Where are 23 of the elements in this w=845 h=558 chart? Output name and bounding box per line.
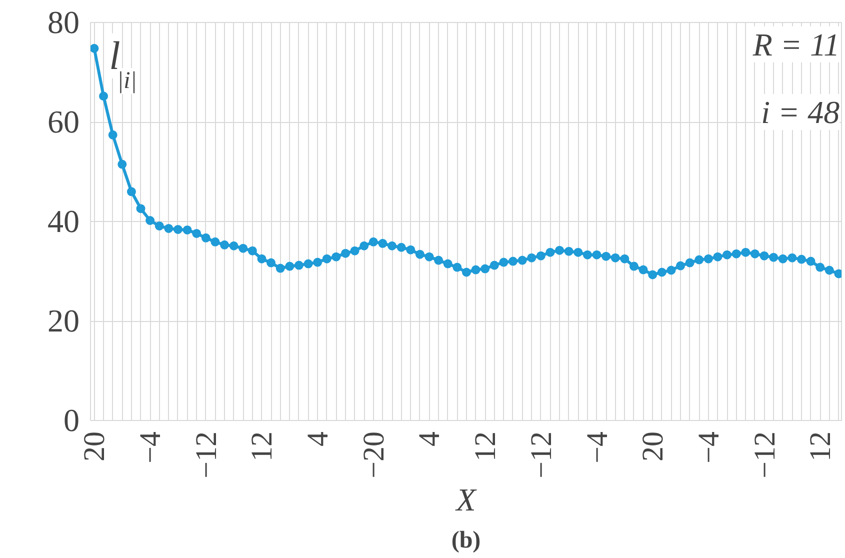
x-tick-label: 4 bbox=[302, 432, 335, 446]
y-tick-label: 20 bbox=[48, 302, 80, 338]
annotation: i = 48 bbox=[761, 94, 840, 130]
x-tick-label: −4 bbox=[134, 431, 168, 464]
text: (b) bbox=[451, 528, 481, 554]
y-tick-label: 60 bbox=[48, 104, 80, 140]
x-tick-label: −4 bbox=[580, 431, 614, 464]
x-tick-label: −12 bbox=[524, 431, 558, 478]
x-tick-label: −12 bbox=[190, 431, 223, 478]
x-tick-label: 20 bbox=[636, 432, 670, 462]
x-tick-label: −12 bbox=[748, 431, 782, 478]
x-tick-label: 12 bbox=[469, 432, 502, 462]
annotation: R = 11 bbox=[752, 26, 840, 62]
y-tick-label: 0 bbox=[64, 402, 80, 438]
x-tick-label: 12 bbox=[804, 432, 838, 462]
x-tick-label: 12 bbox=[246, 432, 279, 462]
x-tick-label: −4 bbox=[692, 431, 726, 464]
x-tick-label: −20 bbox=[357, 431, 390, 478]
y-tick-label: 40 bbox=[48, 203, 80, 239]
x-axis-title: X bbox=[454, 481, 478, 518]
x-tick-label: 4 bbox=[413, 432, 446, 446]
y-tick-label: 80 bbox=[48, 4, 80, 40]
x-tick-label: 20 bbox=[78, 432, 112, 462]
